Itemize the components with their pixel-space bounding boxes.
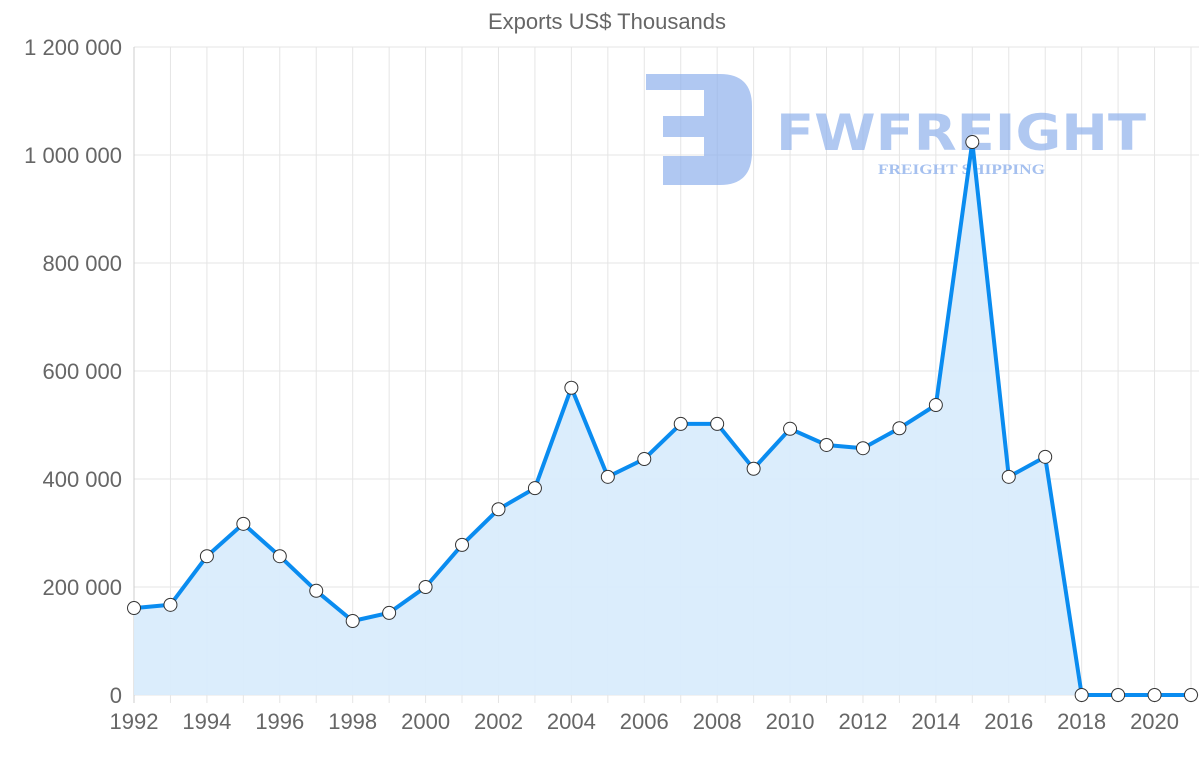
data-point (965, 135, 980, 150)
data-point (855, 441, 870, 456)
data-point (600, 469, 615, 484)
data-point (1184, 688, 1198, 702)
x-tick-label: 2018 (1057, 709, 1106, 734)
data-point (746, 461, 761, 476)
y-tick-label: 800 000 (42, 251, 122, 276)
y-tick-label: 1 200 000 (24, 35, 122, 60)
x-tick-label: 1996 (255, 709, 304, 734)
x-tick-label: 1992 (110, 709, 159, 734)
data-point (491, 502, 506, 517)
data-point (1074, 688, 1089, 702)
data-point (1111, 688, 1126, 702)
fwfreight-logo-icon (646, 74, 752, 185)
data-point (345, 614, 360, 629)
data-point (309, 583, 324, 598)
watermark-brand: FWFREIGHT (776, 104, 1146, 162)
data-point (783, 421, 798, 436)
x-tick-label: 2006 (620, 709, 669, 734)
y-tick-label: 600 000 (42, 359, 122, 384)
y-tick-label: 200 000 (42, 575, 122, 600)
data-point (637, 452, 652, 467)
data-point (1001, 469, 1016, 484)
data-point (272, 549, 287, 564)
data-point (564, 380, 579, 395)
data-point (418, 580, 433, 594)
x-tick-label: 2016 (984, 709, 1033, 734)
x-tick-label: 1994 (182, 709, 231, 734)
y-tick-label: 400 000 (42, 467, 122, 492)
y-tick-label: 0 (110, 683, 122, 708)
x-tick-label: 2008 (693, 709, 742, 734)
x-tick-label: 2014 (911, 709, 960, 734)
series-area (134, 142, 1191, 695)
data-point (1147, 688, 1162, 702)
x-tick-label: 2000 (401, 709, 450, 734)
data-point (455, 537, 470, 552)
chart-title: Exports US$ Thousands (488, 9, 726, 34)
data-point (527, 481, 542, 496)
data-point (710, 416, 725, 431)
y-tick-label: 1 000 000 (24, 143, 122, 168)
x-tick-label: 2012 (838, 709, 887, 734)
data-point (127, 601, 141, 616)
data-point (1038, 449, 1053, 464)
data-point (892, 421, 907, 436)
data-point (819, 437, 834, 452)
x-tick-label: 1998 (328, 709, 377, 734)
data-point (928, 398, 943, 413)
data-point (673, 416, 688, 431)
x-tick-label: 2004 (547, 709, 596, 734)
data-point (163, 597, 178, 612)
data-point (236, 516, 251, 531)
x-tick-label: 2002 (474, 709, 523, 734)
x-tick-label: 2010 (766, 709, 815, 734)
watermark-tagline: FREIGHT SHIPPING (878, 162, 1045, 178)
fwfreight-watermark: FWFREIGHT FREIGHT SHIPPING (646, 74, 1146, 185)
data-point (382, 605, 397, 620)
x-tick-label: 2020 (1130, 709, 1179, 734)
data-point (199, 549, 214, 564)
